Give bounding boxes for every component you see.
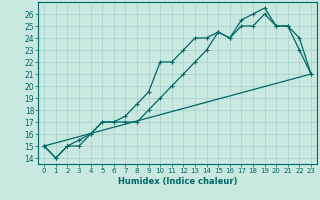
X-axis label: Humidex (Indice chaleur): Humidex (Indice chaleur) [118,177,237,186]
